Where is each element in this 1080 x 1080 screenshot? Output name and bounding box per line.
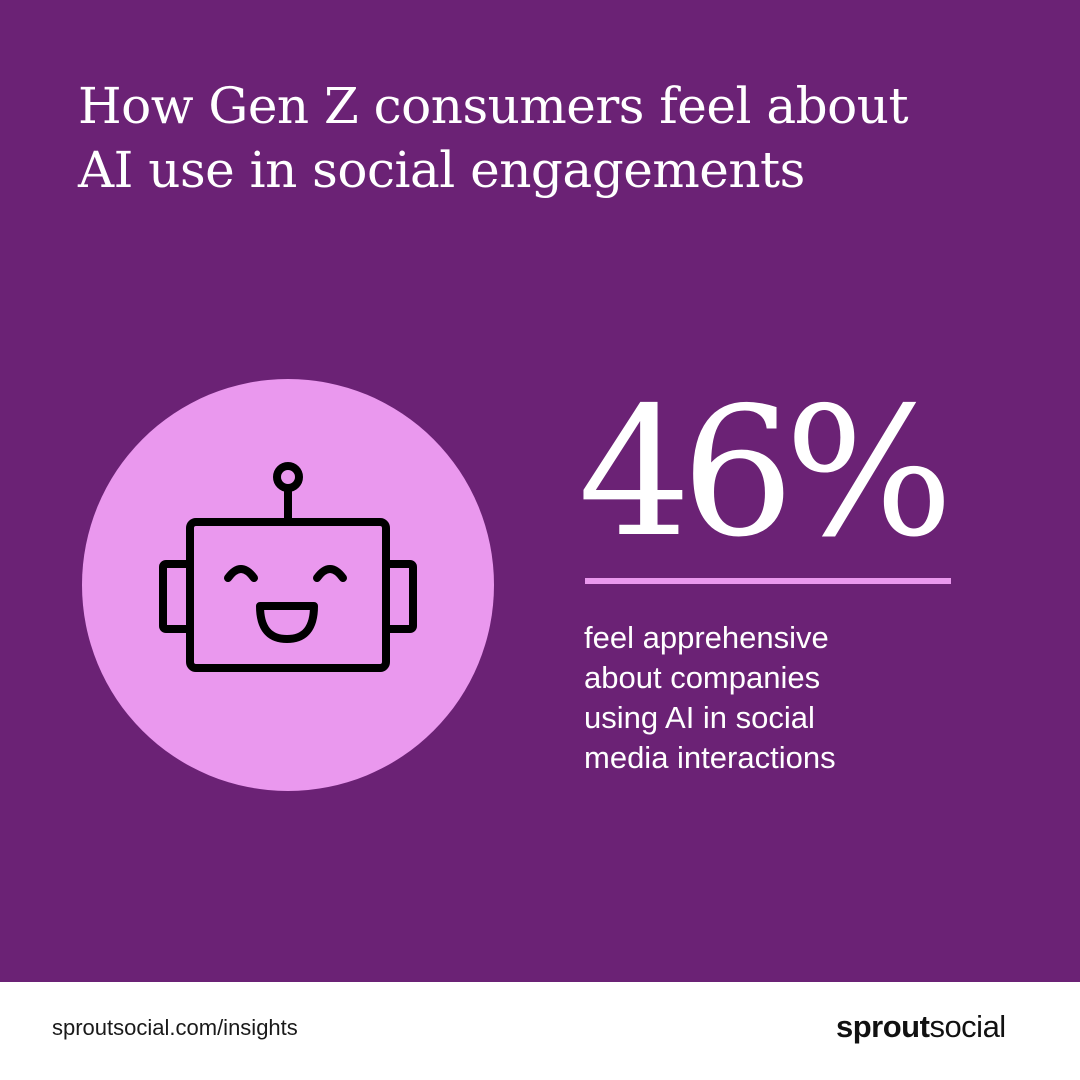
purple-panel: How Gen Z consumers feel about AI use in… [0,0,1080,982]
headline-line-2: AI use in social engagements [78,141,805,199]
stat-caption-line: media interactions [584,740,836,775]
stat-percentage: 46% [578,369,954,576]
robot-left-ear [159,560,194,633]
stat-caption-line: feel apprehensive [584,620,829,655]
stat-divider [585,578,951,584]
stat-caption: feel apprehensive about companies using … [584,618,1004,778]
brand-logo-regular: social [929,1009,1006,1044]
robot-right-eye [313,565,347,582]
headline-line-1: How Gen Z consumers feel about [78,77,909,135]
stat-caption-line: about companies [584,660,821,695]
robot-smile [256,602,318,643]
robot-left-eye [224,565,258,582]
sprout-social-logo: sproutsocial [836,1008,1006,1046]
footer-url: sproutsocial.com/insights [52,1015,298,1040]
smiling-robot-icon [159,462,417,672]
headline: How Gen Z consumers feel about AI use in… [78,74,1038,202]
brand-logo-bold: sprout [836,1009,930,1044]
robot-head [186,518,390,672]
robot-illustration-circle [82,379,494,791]
robot-right-ear [382,560,417,633]
stat-caption-line: using AI in social [584,700,815,735]
